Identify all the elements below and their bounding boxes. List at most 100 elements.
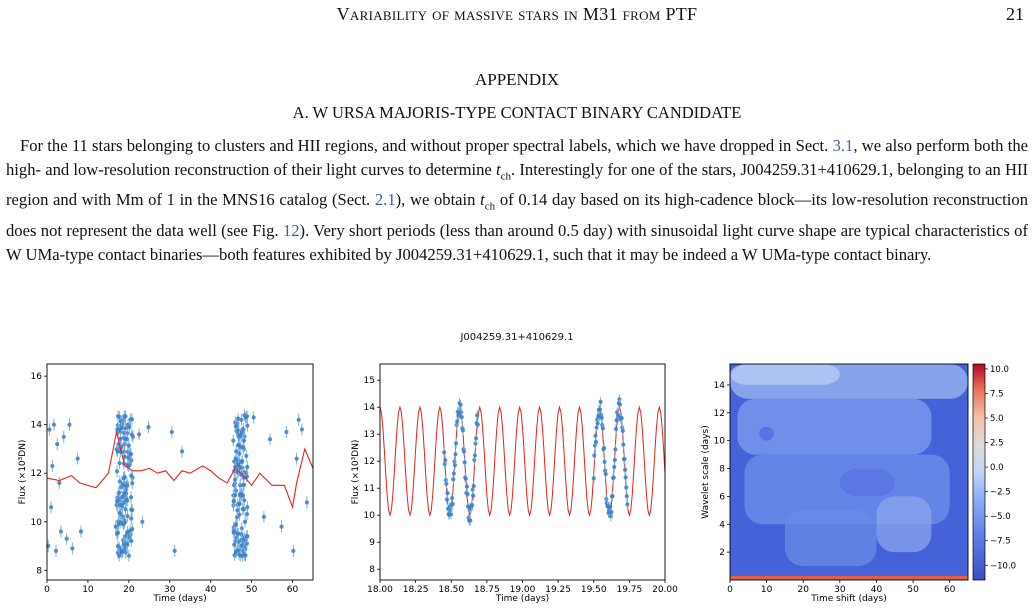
- section-link[interactable]: 2.1: [374, 190, 396, 210]
- data-point: [475, 422, 480, 427]
- data-point: [126, 455, 131, 460]
- data-point: [140, 519, 145, 524]
- data-point: [130, 481, 135, 486]
- data-point: [126, 443, 131, 448]
- data-point: [235, 515, 240, 520]
- data-point: [464, 484, 470, 489]
- data-point: [245, 464, 250, 470]
- data-point: [473, 436, 479, 441]
- data-point: [231, 498, 236, 503]
- data-point: [122, 454, 127, 459]
- figure-link[interactable]: 12: [282, 221, 300, 241]
- data-point: [613, 426, 619, 431]
- data-point: [238, 483, 243, 488]
- data-point: [115, 449, 120, 454]
- data-point: [623, 475, 628, 480]
- data-point: [236, 443, 241, 448]
- data-point: [78, 529, 84, 534]
- colorbar-tick-label: −2.5: [990, 488, 1011, 498]
- x-tick-label: 60: [287, 585, 299, 595]
- data-point: [130, 507, 135, 513]
- data-point: [233, 424, 238, 429]
- x-tick-label: 18.25: [403, 585, 429, 595]
- data-point: [244, 512, 250, 517]
- data-point: [241, 427, 246, 432]
- data-point: [124, 436, 130, 442]
- data-point: [242, 519, 248, 524]
- colorbar-tick-label: 0.0: [990, 463, 1004, 473]
- x-tick-label: 18.75: [474, 585, 500, 595]
- y-axis-label: Flux (×10³DN): [351, 440, 361, 505]
- data-point: [179, 449, 185, 454]
- data-point: [602, 459, 607, 464]
- data-point: [128, 528, 133, 533]
- data-point: [119, 422, 125, 427]
- data-point: [122, 414, 127, 419]
- data-point: [608, 514, 613, 519]
- data-point: [475, 413, 480, 418]
- heatmap-cell: [876, 496, 932, 553]
- data-point: [450, 496, 455, 501]
- data-point: [121, 449, 127, 454]
- data-point: [279, 524, 284, 529]
- data-point: [117, 461, 122, 466]
- data-point: [50, 463, 55, 469]
- y-tick-label: 10: [364, 511, 376, 521]
- y-tick-label: 15: [364, 376, 375, 386]
- heatmap-cell: [737, 398, 932, 455]
- y-tick-label: 8: [36, 566, 42, 576]
- x-tick-label: 50: [907, 585, 919, 595]
- data-point: [239, 417, 244, 422]
- data-point: [444, 497, 450, 502]
- data-point: [603, 471, 608, 477]
- data-point: [129, 538, 134, 544]
- y-tick-label: 12: [364, 457, 375, 467]
- paragraph-text: . Interestingly for one of the stars, J0…: [6, 159, 1028, 210]
- data-point: [601, 445, 607, 451]
- body-paragraph: For the 11 stars belonging to clusters a…: [6, 134, 1028, 266]
- data-point: [473, 441, 478, 446]
- heatmap-cell: [730, 364, 840, 385]
- data-point: [122, 491, 127, 496]
- y-tick-label: 6: [719, 492, 725, 502]
- data-point: [48, 505, 54, 510]
- data-point: [115, 544, 121, 549]
- data-point: [123, 426, 128, 431]
- data-point: [237, 433, 242, 438]
- paragraph-text: of 0.14 day based on its high-cadence bl…: [6, 190, 1028, 241]
- appendix-heading: APPENDIX: [474, 70, 560, 89]
- data-point: [453, 452, 458, 457]
- data-point: [463, 476, 468, 481]
- data-point: [261, 514, 266, 519]
- data-point: [242, 552, 247, 557]
- plot-frame: [729, 363, 969, 581]
- data-point: [613, 447, 618, 452]
- x-tick-label: 20: [123, 585, 135, 595]
- y-tick-label: 16: [31, 372, 43, 382]
- x-tick-label: 10: [761, 585, 773, 595]
- data-point: [445, 491, 450, 496]
- data-point: [231, 438, 236, 443]
- colorbar-tick-label: −5.0: [990, 512, 1011, 522]
- x-tick-label: 40: [205, 585, 217, 595]
- data-point: [233, 522, 238, 527]
- colorbar-tick-label: 5.0: [990, 414, 1004, 424]
- x-tick-label: 30: [834, 585, 846, 595]
- data-point: [598, 399, 603, 404]
- data-point: [233, 477, 238, 482]
- data-point: [472, 457, 477, 463]
- data-point: [121, 538, 126, 543]
- data-point: [452, 463, 458, 468]
- section-link[interactable]: 3.1: [832, 136, 854, 155]
- data-point: [609, 510, 614, 515]
- data-point: [612, 457, 617, 463]
- x-tick-label: 40: [871, 585, 883, 595]
- running-title: Variability of massive stars in M31 from…: [336, 4, 698, 24]
- data-point: [611, 475, 616, 480]
- data-point: [442, 450, 447, 455]
- x-tick-label: 60: [944, 585, 956, 595]
- data-point: [455, 419, 460, 424]
- y-tick-label: 14: [714, 381, 726, 391]
- data-point: [452, 459, 457, 464]
- data-point: [121, 522, 126, 527]
